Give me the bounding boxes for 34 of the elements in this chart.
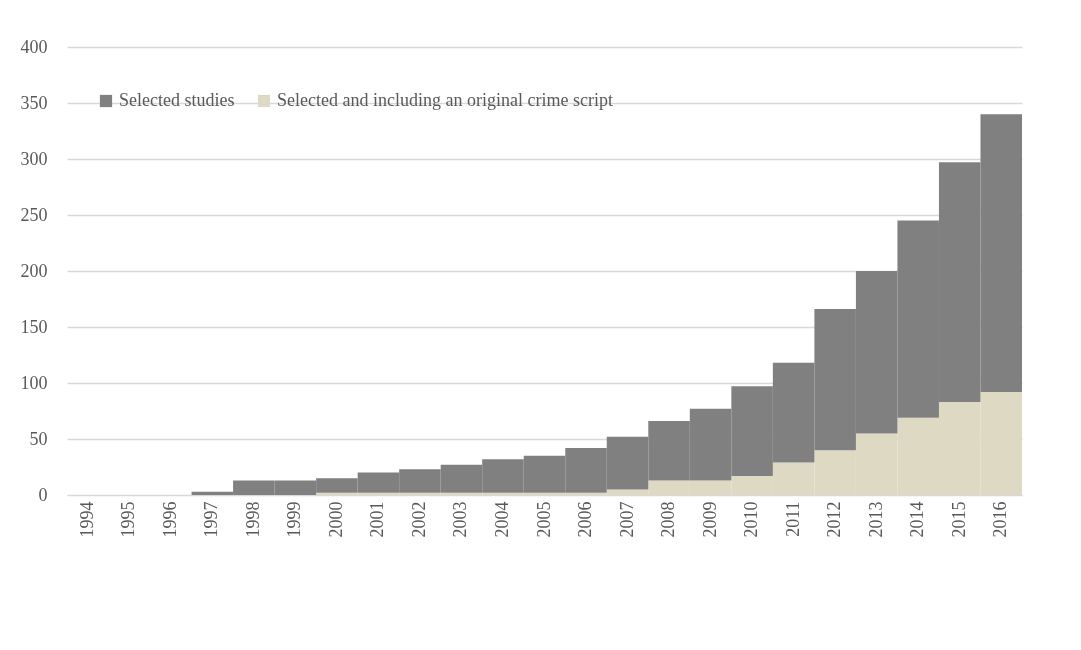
y-tick-label: 100 (20, 372, 48, 393)
x-tick-label: 2009 (699, 501, 720, 538)
x-tick-label: 1994 (76, 501, 97, 538)
y-tick-label: 350 (20, 92, 48, 113)
x-tick-label: 2016 (990, 501, 1011, 538)
x-tick-label: 2001 (367, 501, 388, 538)
legend-label: Selected studies (119, 90, 235, 110)
x-tick-label: 2003 (450, 501, 471, 538)
y-tick-label: 150 (20, 316, 48, 337)
x-tick-label: 2004 (491, 501, 512, 538)
x-tick-label: 2013 (865, 501, 886, 538)
y-tick-label: 0 (38, 484, 48, 505)
y-tick-label: 400 (20, 36, 48, 57)
x-tick-label: 2007 (616, 501, 637, 538)
x-tick-label: 1997 (201, 501, 222, 538)
y-tick-label: 200 (20, 260, 48, 281)
x-tick-label: 1999 (284, 501, 305, 538)
x-tick-label: 2005 (533, 501, 554, 538)
x-tick-label: 1996 (159, 501, 180, 538)
x-tick-label: 2015 (948, 501, 969, 538)
y-tick-label: 250 (20, 204, 48, 225)
x-tick-label: 2014 (907, 501, 928, 538)
x-tick-label: 1998 (242, 501, 263, 538)
x-tick-label: 2010 (741, 501, 762, 538)
y-tick-label: 300 (20, 148, 48, 169)
legend-label: Selected and including an original crime script (277, 90, 613, 110)
x-tick-label: 2012 (824, 501, 845, 538)
x-tick-label: 1995 (118, 501, 139, 538)
x-tick-label: 2000 (325, 501, 346, 538)
x-tick-label: 2008 (658, 501, 679, 538)
x-tick-label: 2011 (782, 501, 803, 537)
y-tick-label: 50 (29, 428, 48, 449)
x-tick-label: 2006 (575, 501, 596, 538)
x-tick-label: 2002 (408, 501, 429, 538)
